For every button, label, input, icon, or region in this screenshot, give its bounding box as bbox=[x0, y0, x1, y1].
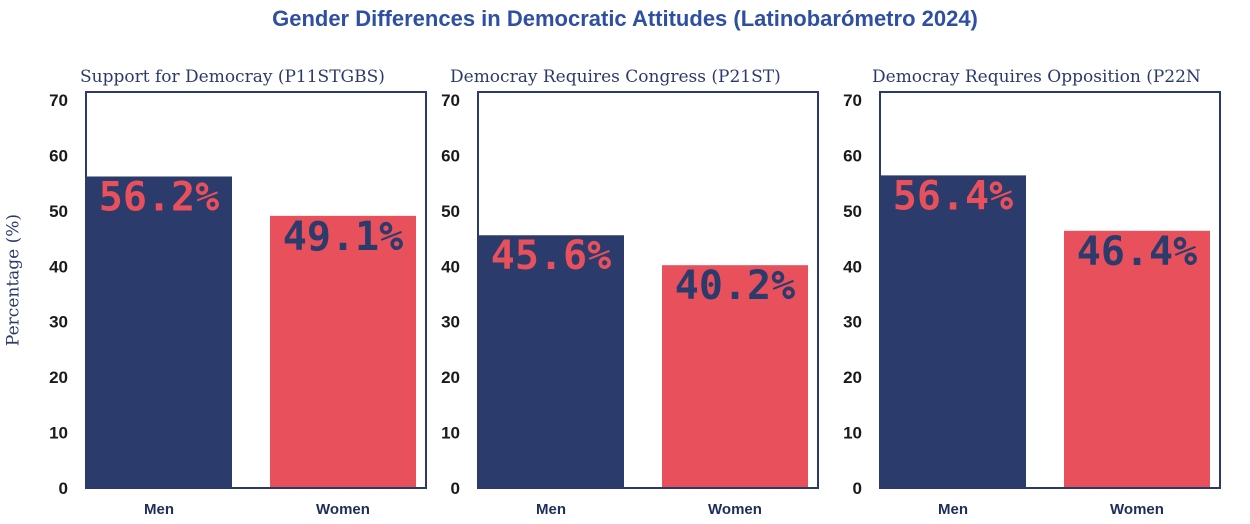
y-tick-label: 10 bbox=[49, 424, 68, 443]
bar-chart-svg: Democray Requires Opposition (P22N 56.4% M… bbox=[843, 67, 1221, 518]
x-tick-label: Women bbox=[316, 501, 370, 518]
panel-title: Support for Democray (P11STGBS) bbox=[80, 67, 385, 87]
bar-men bbox=[880, 175, 1026, 488]
y-tick-label: 60 bbox=[49, 146, 68, 165]
chart-title: Gender Differences in Democratic Attitud… bbox=[272, 6, 978, 31]
y-tick-label: 20 bbox=[49, 368, 68, 387]
y-tick-label: 0 bbox=[59, 479, 68, 498]
chart-panel-democracy-requires-congress: Democray Requires Congress (P21ST) 45.6% M… bbox=[440, 62, 820, 519]
x-tick-label: Women bbox=[708, 501, 762, 518]
y-tick-label: 60 bbox=[441, 146, 460, 165]
y-tick-label: 30 bbox=[441, 313, 460, 332]
bar-women bbox=[270, 215, 416, 489]
panel-title: Democray Requires Congress (P21ST) bbox=[450, 67, 781, 87]
y-tick-label: 20 bbox=[843, 368, 862, 387]
plot-frame bbox=[477, 91, 819, 489]
x-tick-label: Women bbox=[1110, 501, 1164, 518]
y-tick-label: 20 bbox=[441, 368, 460, 387]
y-tick-label: 10 bbox=[441, 424, 460, 443]
bar-chart-svg: Support for Democray (P11STGBS) 56.2% Men 4… bbox=[49, 67, 427, 518]
x-tick-label: Men bbox=[536, 501, 566, 518]
data-label-women: 40.2% bbox=[675, 263, 795, 309]
y-tick-label: 40 bbox=[49, 257, 68, 276]
bar-women bbox=[662, 265, 808, 488]
y-tick-label: 50 bbox=[49, 202, 68, 221]
y-tick-label: 60 bbox=[843, 146, 862, 165]
bar-women bbox=[1064, 230, 1210, 488]
y-tick-label: 0 bbox=[451, 479, 460, 498]
chart-panel-democracy-requires-opposition: Democray Requires Opposition (P22N 56.4% M… bbox=[842, 62, 1222, 519]
data-label-men: 56.4% bbox=[893, 173, 1013, 219]
y-tick-label: 70 bbox=[843, 91, 862, 110]
y-tick-label: 70 bbox=[441, 91, 460, 110]
y-tick-label: 50 bbox=[843, 202, 862, 221]
y-tick-label: 10 bbox=[843, 424, 862, 443]
x-tick-label: Men bbox=[144, 501, 174, 518]
plot-frame bbox=[85, 91, 427, 489]
y-tick-label: 50 bbox=[441, 202, 460, 221]
bar-men bbox=[478, 235, 624, 488]
data-label-women: 49.1% bbox=[283, 214, 403, 260]
y-axis-label-text: Percentage (%) bbox=[4, 214, 24, 346]
data-label-women: 46.4% bbox=[1077, 229, 1197, 275]
panel-title: Democray Requires Opposition (P22N bbox=[872, 67, 1201, 87]
y-tick-label: 30 bbox=[843, 313, 862, 332]
y-tick-label: 0 bbox=[853, 479, 862, 498]
y-tick-label: 30 bbox=[49, 313, 68, 332]
chart-panel-support-for-democracy: Support for Democray (P11STGBS) 56.2% Men 4… bbox=[48, 62, 428, 519]
y-tick-label: 70 bbox=[49, 91, 68, 110]
bar-men bbox=[86, 176, 232, 488]
bar-chart-svg: Democray Requires Congress (P21ST) 45.6% M… bbox=[441, 67, 819, 518]
y-axis-label: Percentage (%) bbox=[2, 160, 26, 400]
data-label-men: 56.2% bbox=[99, 174, 219, 220]
data-label-men: 45.6% bbox=[491, 233, 611, 279]
plot-frame bbox=[879, 91, 1221, 489]
y-tick-label: 40 bbox=[441, 257, 460, 276]
x-tick-label: Men bbox=[938, 501, 968, 518]
y-tick-label: 40 bbox=[843, 257, 862, 276]
